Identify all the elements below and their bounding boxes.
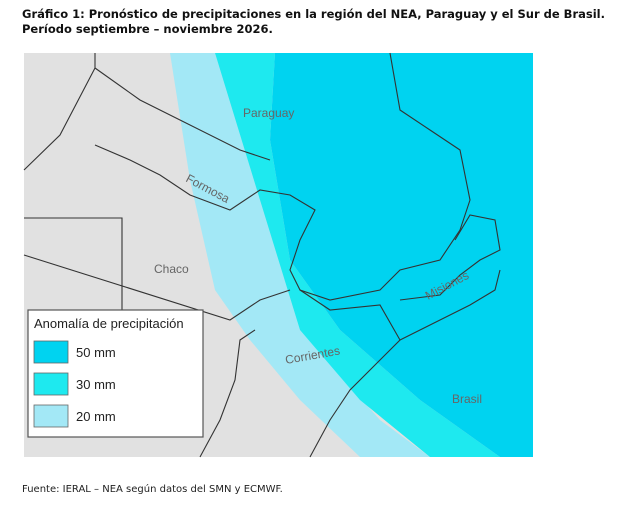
- title-line: Gráfico 1: Pronóstico de precipitaciones…: [22, 7, 605, 21]
- legend-label: 50 mm: [76, 345, 116, 360]
- zone-50mm: [270, 53, 533, 457]
- legend-swatch: [33, 404, 69, 428]
- legend-label: 30 mm: [76, 377, 116, 392]
- title: Gráfico 1: Pronóstico de precipitaciones…: [22, 7, 605, 37]
- map: Paraguay Formosa Chaco Misiones Corrient…: [23, 52, 533, 458]
- legend-swatch: [33, 340, 69, 364]
- map-label: Brasil: [452, 392, 482, 406]
- legend-title: Anomalía de precipitación: [34, 316, 184, 331]
- map-label: Paraguay: [243, 106, 294, 120]
- legend-swatch: [33, 372, 69, 396]
- title-line: Período septiembre – noviembre 2026.: [22, 22, 273, 36]
- zone-30mm: [215, 53, 500, 457]
- map-label: Chaco: [154, 262, 189, 276]
- legend: Anomalía de precipitación 50 mm 30 mm 20 m…: [27, 309, 204, 438]
- source: Fuente: IERAL – NEA según datos del SMN …: [22, 484, 283, 495]
- borders: [23, 52, 501, 458]
- legend-label: 20 mm: [76, 409, 116, 424]
- zone-20mm: [170, 53, 430, 457]
- legend-items: 50 mm 30 mm 20 mm: [33, 340, 116, 428]
